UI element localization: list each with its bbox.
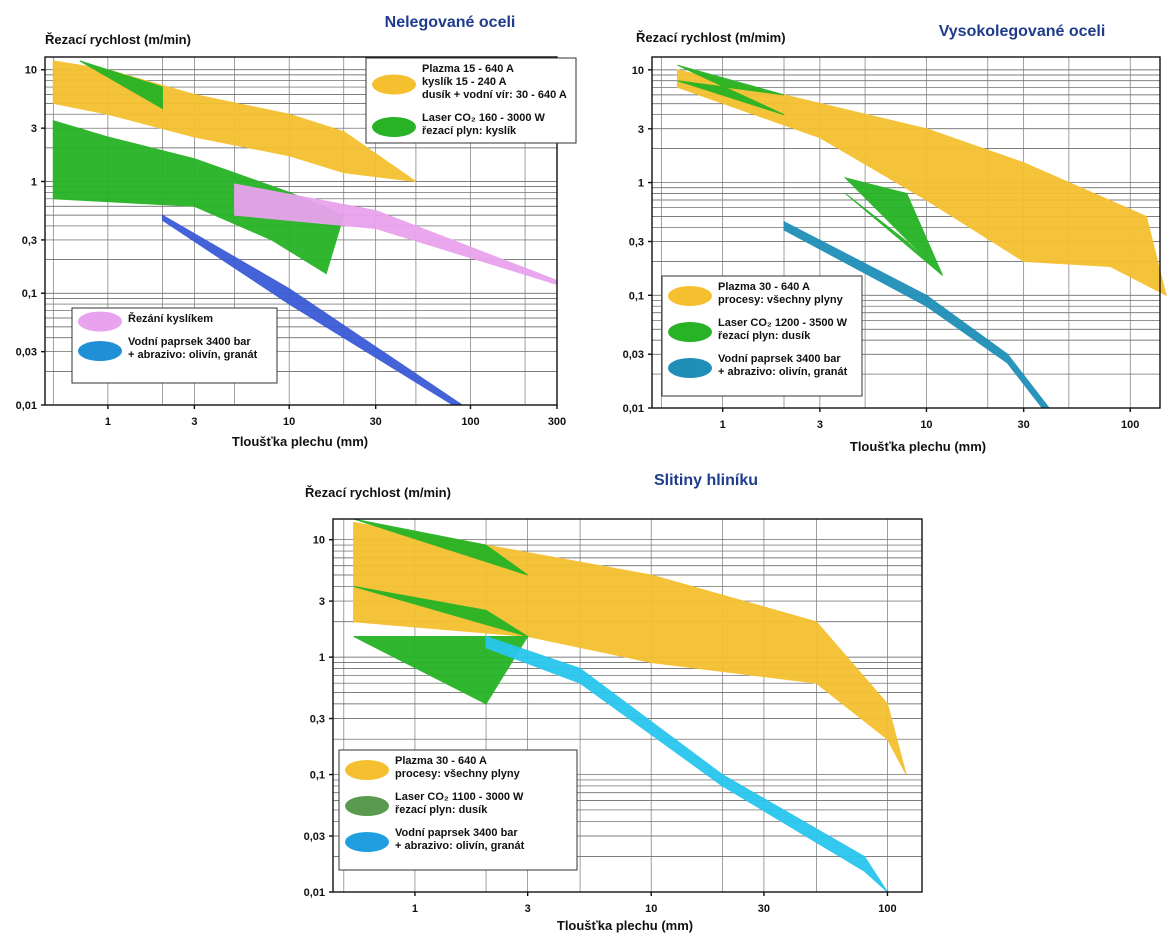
legend-label: řezací plyn: dusík: [395, 804, 488, 816]
legend-label: Vodní paprsek 3400 bar: [395, 827, 518, 839]
x-tick-label: 100: [878, 903, 896, 915]
legend-label: řezací plyn: kyslík: [422, 125, 517, 137]
x-tick-label: 300: [548, 416, 566, 428]
x-tick-label: 1: [412, 903, 418, 915]
x-tick-label: 1: [720, 419, 726, 431]
series-area-2: [843, 176, 944, 276]
x-tick-label: 3: [817, 419, 823, 431]
y-tick-label: 0,1: [310, 770, 325, 782]
legend-swatch: [78, 311, 122, 332]
legend-swatch: [345, 796, 389, 816]
legend-swatch: [668, 358, 712, 378]
legend-swatch: [345, 832, 389, 852]
legend-label: + abrazivo: olivín, granát: [128, 349, 258, 361]
y-tick-label: 1: [319, 652, 325, 664]
y-tick-label: 3: [319, 596, 325, 608]
legend-label: Vodní paprsek 3400 bar: [128, 336, 251, 348]
legend-swatch: [372, 74, 416, 95]
y-tick-label: 10: [313, 535, 325, 547]
chart-hlinik: 10 3 1 0,3 0,1 0,03 0,01 1 3 10 30 100 Slitiny hliní…: [304, 472, 923, 933]
y-tick-label: 0,03: [623, 349, 644, 361]
legend-label: + abrazivo: olivín, granát: [718, 366, 848, 378]
x-axis-label: Tloušťka plechu (mm): [850, 439, 986, 454]
chart-title: Slitiny hliníku: [654, 472, 758, 489]
x-tick-label: 3: [525, 903, 531, 915]
y-tick-label: 0,1: [629, 290, 644, 302]
series-area-2: [52, 120, 345, 275]
y-tick-label: 0,1: [22, 288, 37, 300]
legend-swatch: [78, 341, 122, 361]
series-area-0: [676, 69, 1167, 297]
legend-label: dusík + vodní vír: 30 - 640 A: [422, 89, 567, 101]
y-tick-label: 0,3: [629, 237, 644, 249]
series-area-1: [79, 60, 163, 110]
legend-label: kyslík 15 - 240 A: [422, 76, 507, 88]
y-tick-label: 0,3: [22, 235, 37, 247]
series-area-1: [353, 518, 528, 576]
legend-label: Plazma 15 - 640 A: [422, 63, 514, 75]
plot-frame: [332, 518, 923, 893]
y-tick-label: 0,01: [16, 400, 37, 412]
x-axis-label: Tloušťka plechu (mm): [232, 434, 368, 449]
series-area-1: [677, 64, 785, 116]
y-tick-label: 3: [31, 123, 37, 135]
legend-label: + abrazivo: olivín, granát: [395, 840, 525, 852]
legend-box: Řezání kyslíkem Vodní paprsek 3400 bar+ a…: [71, 307, 278, 384]
y-tick-label: 10: [25, 65, 37, 77]
legend-label: Laser CO₂ 1200 - 3500 W: [718, 317, 848, 329]
y-axis-label: Řezací rychlost (m/min): [45, 32, 191, 47]
legend-label: Laser CO₂ 160 - 3000 W: [422, 112, 546, 124]
y-tick-label: 0,3: [310, 714, 325, 726]
legend-swatch: [668, 286, 712, 306]
y-tick-label: 0,01: [623, 403, 644, 415]
series-area-3: [485, 635, 888, 893]
x-tick-label: 30: [758, 903, 770, 915]
plot-frame: [651, 56, 1161, 409]
chart-title: Vysokolegované oceli: [939, 23, 1106, 40]
legend-label: řezací plyn: dusík: [718, 330, 811, 342]
x-tick-label: 10: [645, 903, 657, 915]
legend-label: procesy: všechny plyny: [395, 768, 521, 780]
series-area-0: [353, 521, 907, 775]
y-tick-label: 3: [638, 124, 644, 136]
x-tick-label: 30: [1018, 419, 1030, 431]
y-axis-label: Řezací rychlost (m/mim): [636, 30, 786, 45]
legend-swatch: [345, 760, 389, 780]
y-tick-label: 0,03: [16, 347, 37, 359]
y-tick-label: 0,01: [304, 887, 325, 899]
legend-swatch: [372, 117, 416, 137]
x-tick-label: 100: [1121, 419, 1139, 431]
x-tick-label: 100: [461, 416, 479, 428]
x-tick-label: 10: [283, 416, 295, 428]
x-tick-label: 10: [920, 419, 932, 431]
legend-label: Vodní paprsek 3400 bar: [718, 353, 841, 365]
y-axis-label: Řezací rychlost (m/min): [305, 485, 451, 500]
chart-vysokolegovane: 10 3 1 0,3 0,1 0,03 0,01 1 3 10 30 100 Vysokolegovan…: [623, 23, 1167, 454]
legend-label: Plazma 30 - 640 A: [718, 281, 810, 293]
legend-label: Plazma 30 - 640 A: [395, 755, 487, 767]
y-tick-label: 10: [632, 65, 644, 77]
x-tick-label: 30: [370, 416, 382, 428]
y-tick-label: 1: [638, 178, 644, 190]
x-tick-label: 1: [105, 416, 111, 428]
y-tick-label: 1: [31, 176, 37, 188]
series-area-2: [353, 585, 530, 705]
chart-nelegovane: 10 3 1 0,3 0,1 0,03 0,01 1 3 10 30 100 300 Nelegované…: [16, 14, 577, 449]
legend-swatch: [668, 322, 712, 342]
plot-frame: [44, 56, 558, 406]
y-tick-label: 0,03: [304, 831, 325, 843]
x-axis-label: Tloušťka plechu (mm): [557, 918, 693, 933]
legend-label: Řezání kyslíkem: [128, 312, 213, 325]
chart-title: Nelegované oceli: [385, 14, 516, 31]
x-tick-label: 3: [191, 416, 197, 428]
legend-label: procesy: všechny plyny: [718, 294, 844, 306]
legend-label: Laser CO₂ 1100 - 3000 W: [395, 791, 524, 803]
